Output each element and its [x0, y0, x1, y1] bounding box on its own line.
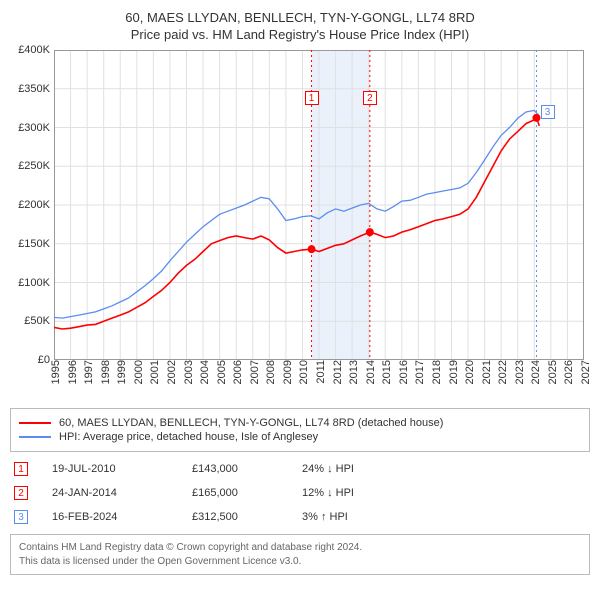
legend-label: HPI: Average price, detached house, Isle…: [59, 431, 318, 443]
x-tick-label: 2006: [228, 360, 244, 384]
x-tick-label: 2021: [477, 360, 493, 384]
x-tick-label: 2015: [377, 360, 393, 384]
x-tick-label: 2027: [576, 360, 592, 384]
legend-label: 60, MAES LLYDAN, BENLLECH, TYN-Y-GONGL, …: [59, 417, 443, 429]
sale-row: 2 24-JAN-2014£165,00012% ↓ HPI: [10, 486, 590, 500]
y-tick-label: £200K: [18, 199, 54, 211]
y-tick-label: £50K: [24, 315, 54, 327]
sale-diff: 24% ↓ HPI: [302, 463, 354, 475]
chart-marker: 3: [541, 105, 555, 119]
y-tick-label: £350K: [18, 83, 54, 95]
legend: 60, MAES LLYDAN, BENLLECH, TYN-Y-GONGL, …: [10, 408, 590, 452]
sale-date: 16-FEB-2024: [52, 511, 192, 523]
y-tick-label: £100K: [18, 277, 54, 289]
x-tick-label: 2012: [328, 360, 344, 384]
title-address: 60, MAES LLYDAN, BENLLECH, TYN-Y-GONGL, …: [10, 10, 590, 25]
x-tick-label: 1999: [112, 360, 128, 384]
attribution: Contains HM Land Registry data © Crown c…: [10, 534, 590, 575]
x-tick-label: 2016: [394, 360, 410, 384]
sale-diff: 3% ↑ HPI: [302, 511, 348, 523]
sale-diff: 12% ↓ HPI: [302, 487, 354, 499]
sale-price: £143,000: [192, 463, 302, 475]
x-tick-label: 2001: [145, 360, 161, 384]
legend-item: HPI: Average price, detached house, Isle…: [19, 431, 581, 443]
sales-table: 1 19-JUL-2010£143,00024% ↓ HPI 2 24-JAN-201…: [10, 462, 590, 524]
x-tick-label: 2000: [129, 360, 145, 384]
x-tick-label: 2023: [510, 360, 526, 384]
legend-swatch: [19, 422, 51, 424]
x-tick-label: 2019: [444, 360, 460, 384]
x-tick-label: 2018: [427, 360, 443, 384]
sale-date: 19-JUL-2010: [52, 463, 192, 475]
x-tick-label: 2009: [278, 360, 294, 384]
y-tick-label: £300K: [18, 122, 54, 134]
chart-marker: 1: [305, 91, 319, 105]
x-tick-label: 2010: [294, 360, 310, 384]
title-subtitle: Price paid vs. HM Land Registry's House …: [10, 27, 590, 42]
chart-container: 60, MAES LLYDAN, BENLLECH, TYN-Y-GONGL, …: [0, 0, 600, 583]
sale-marker: 3: [14, 510, 28, 524]
legend-swatch: [19, 436, 51, 438]
x-tick-label: 2004: [195, 360, 211, 384]
legend-item: 60, MAES LLYDAN, BENLLECH, TYN-Y-GONGL, …: [19, 417, 581, 429]
sale-row: 3 16-FEB-2024£312,5003% ↑ HPI: [10, 510, 590, 524]
sale-date: 24-JAN-2014: [52, 487, 192, 499]
chart-svg: [54, 50, 584, 360]
plot-area: £0£50K£100K£150K£200K£250K£300K£350K£400…: [54, 50, 584, 360]
x-tick-label: 2014: [361, 360, 377, 384]
x-tick-label: 2017: [410, 360, 426, 384]
attribution-line2: This data is licensed under the Open Gov…: [19, 555, 581, 569]
x-tick-label: 2025: [543, 360, 559, 384]
x-tick-label: 2026: [559, 360, 575, 384]
sale-price: £312,500: [192, 511, 302, 523]
x-tick-label: 1995: [46, 360, 62, 384]
y-tick-label: £400K: [18, 44, 54, 56]
sale-row: 1 19-JUL-2010£143,00024% ↓ HPI: [10, 462, 590, 476]
x-tick-label: 1998: [96, 360, 112, 384]
sale-price: £165,000: [192, 487, 302, 499]
y-tick-label: £150K: [18, 238, 54, 250]
x-tick-label: 2005: [212, 360, 228, 384]
x-tick-label: 2022: [493, 360, 509, 384]
x-tick-label: 2003: [179, 360, 195, 384]
x-tick-label: 2002: [162, 360, 178, 384]
x-tick-label: 2008: [261, 360, 277, 384]
x-tick-label: 2013: [344, 360, 360, 384]
x-tick-label: 2024: [526, 360, 542, 384]
x-tick-label: 2011: [311, 360, 327, 384]
chart-marker: 2: [363, 91, 377, 105]
attribution-line1: Contains HM Land Registry data © Crown c…: [19, 541, 581, 555]
x-tick-label: 1997: [79, 360, 95, 384]
sale-marker: 1: [14, 462, 28, 476]
x-tick-label: 2020: [460, 360, 476, 384]
y-tick-label: £250K: [18, 160, 54, 172]
x-tick-label: 2007: [245, 360, 261, 384]
chart-titles: 60, MAES LLYDAN, BENLLECH, TYN-Y-GONGL, …: [10, 10, 590, 42]
x-tick-label: 1996: [63, 360, 79, 384]
sale-marker: 2: [14, 486, 28, 500]
